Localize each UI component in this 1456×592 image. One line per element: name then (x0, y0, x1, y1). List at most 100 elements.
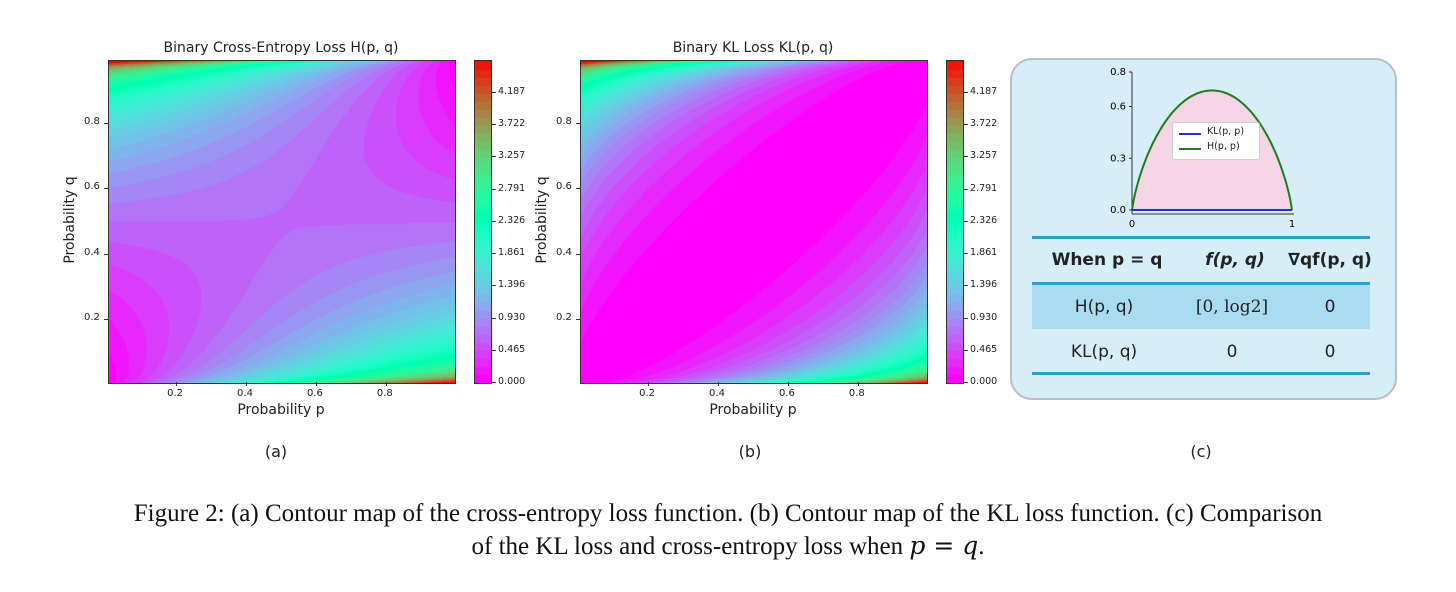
caption-line-1: Figure 2: (a) Contour map of the cross-e… (133, 500, 1323, 527)
x-tick-mark (315, 382, 317, 386)
colorbar-tick-mark (492, 124, 496, 126)
panel-a-sublabel: (a) (264, 442, 288, 461)
panel-c-card: 0.0 0.3 0.6 0.8 0 1 KL(p, p) H(p, p) When p =… (1010, 58, 1397, 400)
panel-a-colorbar-canvas (475, 61, 491, 383)
cross-entropy-contour-canvas (109, 61, 455, 383)
mini-y-tick-label: 0.3 (1110, 153, 1126, 164)
table-row-kl-name: KL(p, q) (1070, 342, 1138, 362)
caption-math: p = q (909, 531, 979, 560)
x-tick-mark (246, 382, 248, 386)
colorbar-tick-mark (492, 156, 496, 158)
table-header-when-text: When p = q (1051, 250, 1163, 270)
colorbar-tick-label: 3.257 (498, 150, 526, 162)
table-row-kl-grad: 0 (1324, 342, 1336, 362)
table-top-rule (1032, 236, 1370, 239)
colorbar-tick-label: 2.791 (498, 182, 526, 194)
kl-contour-canvas (581, 61, 927, 383)
y-tick-label: 0.8 (84, 116, 100, 128)
table-header-grad: ∇qf(p, q) (1288, 250, 1372, 270)
table-row-h-f: [0, log2] (1195, 297, 1269, 317)
colorbar-tick-mark (492, 285, 496, 287)
panel-b-sublabel: (b) (738, 442, 762, 461)
mini-y-tick-label: 0.0 (1110, 205, 1126, 216)
colorbar-tick-mark (492, 317, 496, 319)
colorbar-tick-label: 2.791 (970, 182, 998, 194)
x-tick-label: 0.4 (237, 388, 253, 399)
colorbar-tick-mark (492, 382, 496, 383)
table-row-h-grad: 0 (1324, 297, 1336, 317)
colorbar-tick-label: 1.396 (970, 279, 998, 291)
colorbar-tick-label: 3.257 (970, 150, 998, 162)
x-tick-label: 0.8 (376, 388, 393, 399)
colorbar-tick-label: 4.187 (970, 86, 998, 98)
caption-line-2-suffix: . (978, 533, 985, 560)
y-tick-mark (576, 318, 580, 320)
panel-b-heatmap (580, 60, 928, 384)
colorbar-tick-label: 2.326 (970, 214, 998, 226)
x-tick-label: 0.2 (167, 388, 184, 399)
mini-x-tick-label: 0 (1129, 219, 1135, 230)
x-tick-label: 0.6 (306, 388, 323, 399)
colorbar-tick-label: 0.930 (498, 311, 526, 323)
caption-line-2: of the KL loss and cross-entropy loss wh… (0, 530, 1456, 563)
y-tick-mark (104, 123, 108, 125)
legend-kl-label: KL(p, p) (1207, 126, 1245, 137)
y-tick-label: 0.4 (556, 246, 572, 258)
panel-a-ylabel: Probability q (62, 176, 78, 264)
table-row-h-bg (1032, 285, 1370, 329)
panel-c-sublabel: (c) (1190, 442, 1212, 461)
x-tick-label: 0.2 (639, 388, 656, 399)
colorbar-tick-mark (492, 92, 496, 94)
h-series-line (1131, 89, 1293, 211)
y-tick-mark (576, 253, 580, 255)
colorbar-tick-mark (964, 285, 968, 287)
x-tick-mark (787, 382, 789, 386)
x-tick-mark (718, 382, 720, 386)
colorbar-tick-mark (492, 253, 496, 255)
x-tick-label: 0.4 (709, 388, 725, 399)
legend-h-swatch (1179, 148, 1201, 150)
colorbar-tick-label: 0.000 (970, 376, 998, 387)
legend-h-label: H(p, p) (1207, 141, 1240, 152)
panel-a-title: Binary Cross-Entropy Loss H(p, q) (163, 40, 399, 56)
caption-line-2-prefix: of the KL loss and cross-entropy loss wh… (471, 533, 910, 560)
colorbar-tick-mark (964, 92, 968, 94)
colorbar-tick-mark (492, 220, 496, 222)
y-tick-label: 0.6 (556, 181, 572, 193)
colorbar-tick-label: 1.861 (498, 247, 526, 259)
y-tick-mark (104, 318, 108, 320)
panel-a-colorbar (474, 60, 492, 384)
x-tick-label: 0.8 (848, 388, 865, 399)
colorbar-tick-mark (964, 317, 968, 319)
y-tick-mark (104, 188, 108, 190)
mini-y-tick-label: 0.6 (1110, 102, 1126, 113)
panel-a-xlabel: Probability p (237, 402, 325, 418)
colorbar-tick-mark (964, 253, 968, 255)
mini-legend: KL(p, p) H(p, p) (1172, 122, 1260, 160)
panel-b-colorbar (946, 60, 964, 384)
x-tick-mark (857, 382, 859, 386)
colorbar-tick-label: 3.722 (498, 118, 526, 130)
colorbar-tick-mark (492, 349, 496, 351)
colorbar-tick-label: 0.465 (498, 343, 526, 355)
colorbar-tick-mark (964, 188, 968, 190)
panel-b-colorbar-canvas (947, 61, 963, 383)
y-tick-mark (104, 253, 108, 255)
table-header-when: When p = q (1034, 250, 1180, 270)
colorbar-tick-label: 0.930 (970, 311, 998, 323)
colorbar-tick-mark (964, 349, 968, 351)
x-tick-mark (648, 382, 650, 386)
colorbar-tick-mark (964, 156, 968, 158)
colorbar-tick-mark (964, 124, 968, 126)
x-tick-label: 0.6 (778, 388, 795, 399)
colorbar-tick-mark (964, 382, 968, 383)
panel-b-ylabel: Probability q (534, 176, 550, 264)
x-tick-mark (176, 382, 178, 386)
colorbar-tick-label: 4.187 (498, 86, 526, 98)
y-tick-mark (576, 188, 580, 190)
panel-a-heatmap (108, 60, 456, 384)
y-tick-mark (576, 123, 580, 125)
colorbar-tick-label: 3.722 (970, 118, 998, 130)
y-tick-label: 0.6 (84, 181, 100, 193)
table-header-rule (1032, 282, 1370, 285)
